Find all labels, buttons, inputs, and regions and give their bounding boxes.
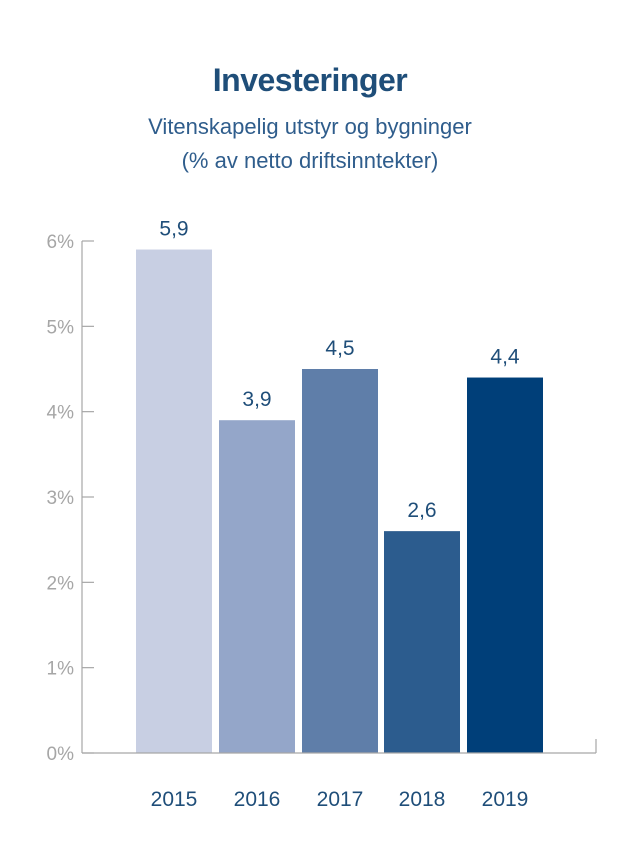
bars <box>136 249 543 754</box>
x-tick-label-2017: 2017 <box>317 788 364 811</box>
x-tick-label-2019: 2019 <box>482 788 529 811</box>
bar-2015 <box>136 249 212 754</box>
data-labels: 5,9 3,9 4,5 2,6 4,4 <box>159 218 520 523</box>
x-tick-label-2018: 2018 <box>399 788 446 811</box>
chart-title: Investeringer <box>212 62 408 98</box>
data-label-2017: 4,5 <box>325 337 354 360</box>
chart-subtitle-line-2: (% av netto driftsinntekter) <box>181 148 439 173</box>
y-tick-label: 2% <box>47 573 75 594</box>
y-tick-label: 3% <box>47 488 75 509</box>
data-label-2015: 5,9 <box>159 218 188 241</box>
data-label-2019: 4,4 <box>490 346 520 369</box>
x-tick-label-2016: 2016 <box>234 788 281 811</box>
data-label-2018: 2,6 <box>407 499 436 522</box>
bar-2017 <box>302 369 378 753</box>
bar-2016 <box>219 420 295 753</box>
chart-subtitle-line-1: Vitenskapelig utstyr og bygninger <box>148 114 472 139</box>
y-tick-label: 1% <box>47 659 75 680</box>
bar-2018 <box>384 531 460 753</box>
y-tick-label: 4% <box>47 403 75 424</box>
x-tick-label-2015: 2015 <box>151 788 198 811</box>
y-axis: 0% 1% 2% 3% 4% 5% 6% <box>47 232 94 765</box>
x-axis: 2015 2016 2017 2018 2019 <box>82 739 597 811</box>
bar-2019 <box>467 377 543 753</box>
data-label-2016: 3,9 <box>242 388 271 411</box>
y-tick-label: 6% <box>47 232 75 253</box>
y-tick-label: 0% <box>47 744 75 765</box>
y-tick-label: 5% <box>47 317 75 338</box>
